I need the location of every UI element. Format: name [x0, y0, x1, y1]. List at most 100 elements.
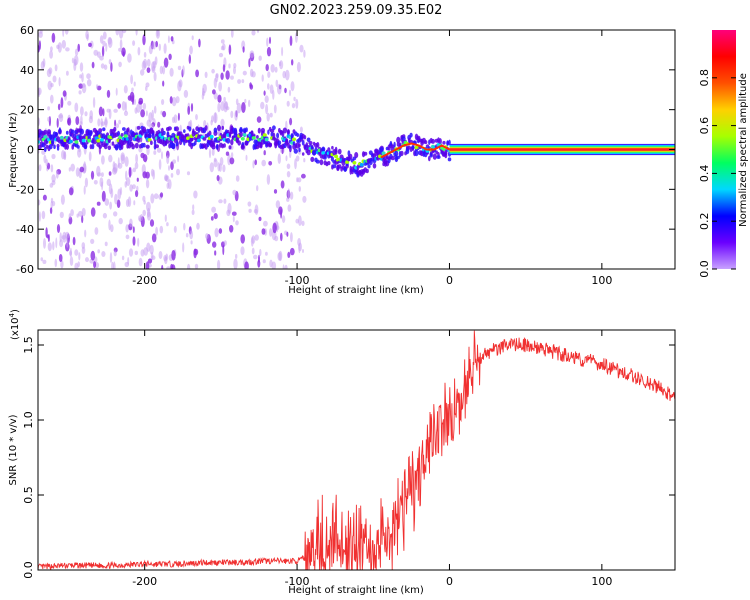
spectrogram-noise-point	[189, 45, 193, 55]
spectrogram-band-point	[301, 140, 305, 146]
spectrogram-band-point	[142, 126, 147, 133]
spectrogram-noise-point	[259, 248, 262, 257]
spectrogram-noise-point	[148, 112, 153, 123]
spectrogram-noise-point	[220, 39, 225, 44]
spectrogram-band-point	[142, 142, 146, 148]
spectrogram-noise-point	[153, 150, 157, 155]
spectrogram-peak-point	[87, 138, 92, 143]
spectrogram-noise-point	[102, 212, 107, 219]
spectrogram-peak-point	[196, 138, 201, 143]
spectrogram-noise-point	[163, 255, 168, 262]
spectrogram-noise-point	[115, 123, 120, 129]
spectrogram-noise-point	[266, 174, 271, 185]
spectrogram-noise-point	[233, 258, 238, 269]
spectrogram-noise-point	[301, 173, 306, 179]
spectrogram-band-point	[321, 146, 326, 153]
spectrogram-band-point	[213, 127, 218, 133]
spectrogram-noise-point	[93, 261, 97, 269]
spectrogram-noise-point	[61, 150, 65, 160]
spectrogram-noise-point	[269, 259, 273, 268]
spectrogram-noise-point	[135, 190, 139, 198]
spectrogram-noise-point	[55, 170, 59, 179]
spectrogram-band-point	[276, 132, 280, 139]
spectrogram-noise-point	[188, 54, 191, 64]
spectrogram-noise-point	[254, 234, 259, 241]
spectrogram-noise-point	[298, 242, 302, 252]
spectrogram-noise-point	[67, 100, 72, 106]
spectrogram-noise-point	[142, 34, 146, 46]
spectrogram-noise-point	[60, 194, 65, 205]
spectrogram-band-point	[256, 135, 259, 139]
spectrogram-noise-point	[61, 39, 66, 49]
spectrogram-noise-point	[124, 101, 127, 113]
spectrogram-noise-point	[294, 158, 297, 170]
spectrogram-noise-point	[218, 228, 223, 234]
spectrogram-noise-point	[136, 103, 141, 113]
spectrogram-noise-point	[175, 96, 180, 104]
spectrogram-noise-point	[229, 225, 234, 233]
spectrogram-noise-point	[74, 48, 79, 56]
spectrogram-noise-point	[249, 50, 255, 58]
spectrogram-noise-point	[273, 189, 278, 194]
spectrogram-noise-point	[138, 257, 143, 267]
snr-y-tick-label: 1.5	[22, 336, 35, 354]
spectrogram-noise-point	[104, 198, 110, 206]
spectrogram-noise-point	[58, 254, 63, 262]
spectrogram-noise-point	[276, 221, 279, 233]
spectrogram-band-point	[414, 150, 419, 157]
spectrogram-band-point	[290, 133, 294, 138]
spectrogram-noise-point	[296, 61, 301, 73]
spectrogram-noise-point	[214, 112, 217, 124]
spectrogram-noise-point	[43, 238, 46, 249]
spectrogram-band-point	[189, 136, 194, 142]
spectrogram-noise-point	[52, 241, 55, 251]
spectrogram-peak-point	[381, 151, 386, 155]
snr-y-tick-label: 1.0	[22, 411, 35, 429]
colorbar-tick-label: 0.4	[698, 165, 711, 183]
spectrogram-noise-point	[47, 242, 52, 252]
spectrogram-noise-point	[261, 74, 264, 82]
spectrogram-noise-point	[81, 215, 84, 224]
spectrogram-noise-point	[84, 111, 88, 117]
spectrogram-noise-point	[158, 159, 162, 170]
spectrogram-noise-point	[105, 42, 108, 52]
snr-x-axis-label: Height of straight line (km)	[288, 585, 424, 596]
spectrogram-noise-point	[42, 259, 47, 264]
spectrogram-band-point	[287, 129, 290, 134]
spectrogram-noise-point	[56, 117, 59, 128]
spectrogram-noise-point	[50, 94, 54, 104]
spectrogram-noise-point	[136, 177, 139, 182]
spectrogram-noise-point	[212, 89, 216, 95]
spectrogram-noise-point	[277, 83, 282, 95]
spectrogram-peak-point	[352, 161, 357, 165]
spectrogram-noise-point	[195, 69, 200, 78]
spectrogram-noise-point	[193, 190, 198, 199]
spectrogram-noise-point	[78, 252, 81, 261]
spectrogram-band-point	[308, 141, 313, 145]
spectrogram-noise-point	[241, 79, 245, 84]
spectrogram-noise-point	[263, 150, 266, 156]
spectrogram-band-point	[436, 155, 441, 160]
spectrogram-noise-point	[291, 59, 294, 66]
spectrogram-noise-point	[263, 220, 268, 227]
spectrogram-band-point	[51, 138, 55, 145]
spectrogram-y-tick-label: 60	[20, 24, 34, 37]
spectrogram-peak-point	[96, 138, 101, 143]
spectrogram-noise-point	[282, 264, 285, 269]
spectrogram-noise-point	[58, 77, 61, 87]
spectrogram-band-point	[447, 157, 452, 162]
spectrogram-noise-point	[132, 236, 136, 246]
spectrogram-noise-point	[218, 199, 223, 204]
spectrogram-noise-point	[64, 30, 69, 35]
spectrogram-noise-point	[77, 43, 80, 52]
spectrogram-noise-point	[237, 79, 242, 84]
spectrogram-noise-point	[118, 30, 124, 39]
spectrogram-band-point	[401, 136, 406, 141]
spectrogram-noise-point	[280, 209, 283, 219]
spectrogram-noise-point	[211, 115, 214, 123]
spectrogram-noise-point	[192, 204, 195, 211]
snr-series-line	[38, 330, 675, 570]
snr-frame	[37, 329, 676, 571]
spectrogram-noise-point	[146, 211, 152, 221]
spectrogram-noise-point	[61, 235, 67, 240]
